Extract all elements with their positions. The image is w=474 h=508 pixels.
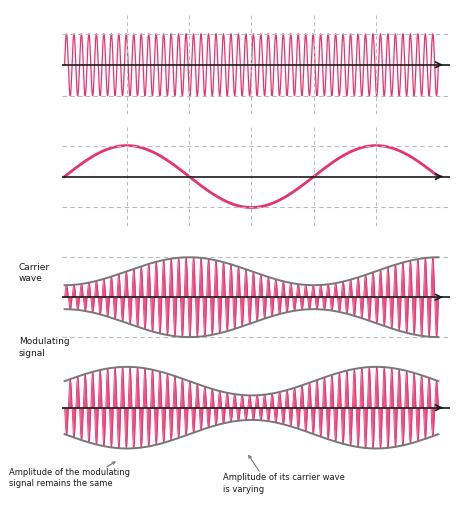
Text: Modulating
signal: Modulating signal [19,337,70,358]
Text: Carrier
wave: Carrier wave [19,263,50,282]
Text: Amplitude of the modulating
signal remains the same: Amplitude of the modulating signal remai… [9,468,130,489]
Text: Amplitude of its carrier wave
is varying: Amplitude of its carrier wave is varying [223,473,345,494]
